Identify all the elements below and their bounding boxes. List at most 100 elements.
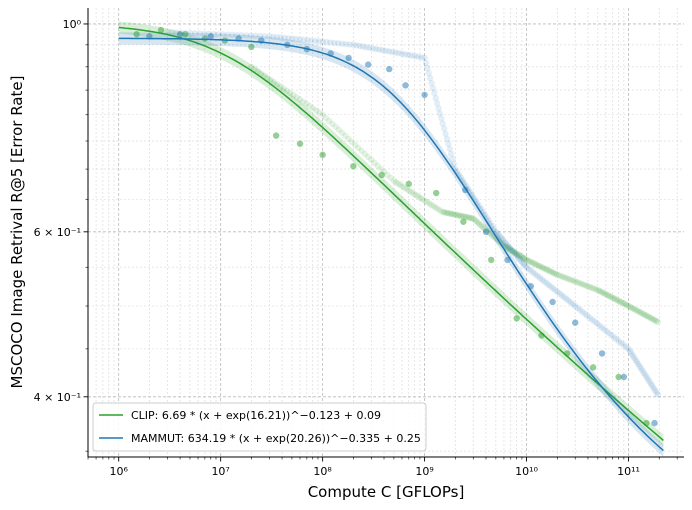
mammut-sample-cloud-point: [372, 45, 380, 53]
clip-sample-cloud-point: [417, 194, 424, 202]
mammut-sample-cloud-point: [509, 247, 516, 255]
clip-sample-cloud-point: [267, 76, 274, 84]
mammut-sample-cloud-point: [554, 288, 561, 296]
clip-sample-cloud-point: [461, 213, 469, 220]
x-axis-label: Compute C [GFLOPs]: [308, 483, 465, 501]
y-tick-label: 4 × 10⁻¹: [34, 391, 81, 404]
clip-sample-cloud-point: [548, 268, 555, 276]
clip-sample-cloud-point: [460, 213, 467, 220]
clip-sample-cloud-point: [457, 212, 464, 220]
clip-sample-cloud-point: [563, 274, 570, 282]
mammut-sample-cloud-point: [505, 243, 512, 250]
mammut-sample-cloud-point: [615, 337, 623, 345]
clip-sample-cloud-point: [338, 129, 346, 136]
clip-data-point: [615, 373, 622, 381]
mammut-sample-cloud-point: [385, 48, 393, 55]
clip-sample-cloud-point: [468, 214, 476, 222]
clip-sample-cloud-point: [254, 67, 262, 75]
clip-sample-cloud-point: [579, 281, 587, 288]
mammut-sample-cloud-point: [395, 49, 402, 57]
mammut-sample-cloud-point: [644, 376, 652, 383]
clip-sample-cloud-point: [540, 264, 547, 272]
clip-data-point: [378, 171, 385, 179]
clip-sample-cloud-point: [592, 286, 600, 293]
mammut-sample-cloud-point: [521, 262, 529, 269]
clip-sample-cloud-point: [248, 63, 255, 71]
mammut-sample-cloud-point: [433, 100, 441, 107]
legend-entry-mammut: MAMMUT: 634.19 * (x + exp(20.26))^−0.335…: [131, 432, 421, 445]
mammut-sample-cloud-point: [392, 49, 399, 56]
clip-sample-cloud-point: [390, 177, 398, 185]
mammut-sample-cloud-point: [547, 283, 555, 290]
clip-sample-cloud-point: [507, 246, 515, 254]
clip-sample-cloud-point: [342, 132, 349, 140]
mammut-sample-cloud-point: [647, 380, 655, 387]
mammut-sample-cloud-point: [650, 384, 657, 392]
mammut-sample-cloud-point: [273, 33, 281, 41]
clip-sample-cloud-point: [642, 311, 649, 319]
clip-sample-cloud-point: [552, 270, 560, 278]
mammut-sample-cloud-point: [601, 326, 608, 333]
mammut-sample-cloud-point: [598, 324, 606, 331]
mammut-sample-cloud-point: [588, 316, 596, 323]
clip-sample-cloud-point: [568, 277, 576, 284]
mammut-sample-cloud-point: [446, 145, 453, 153]
mammut-sample-cloud-point: [342, 40, 349, 48]
mammut-sample-cloud-point: [591, 318, 598, 325]
clip-sample-cloud-point: [594, 286, 602, 294]
clip-sample-cloud-point: [511, 248, 518, 256]
mammut-sample-cloud-point: [620, 341, 627, 349]
clip-sample-cloud-point: [570, 277, 578, 285]
clip-sample-cloud-point: [596, 287, 603, 294]
mammut-sample-cloud-point: [296, 36, 304, 43]
clip-data-point: [460, 218, 467, 225]
mammut-sample-cloud-point: [532, 271, 539, 278]
clip-sample-cloud-point: [419, 196, 426, 203]
mammut-sample-cloud-point: [398, 50, 406, 57]
clip-sample-cloud-point: [514, 250, 521, 258]
mammut-sample-cloud-point: [369, 45, 376, 52]
mammut-sample-cloud-point: [366, 44, 373, 51]
mammut-sample-cloud-point: [545, 281, 552, 289]
clip-sample-cloud-point: [293, 94, 300, 101]
clip-sample-cloud-point: [283, 87, 291, 94]
legend: CLIP: 6.69 * (x + exp(16.21))^−0.123 + 0…: [92, 402, 427, 452]
clip-sample-cloud-point: [458, 212, 466, 220]
mammut-sample-cloud-point: [633, 358, 641, 366]
x-axis-ticks: 10⁶ 10⁷ 10⁸ 10⁹ 10¹⁰ 10¹¹: [87, 457, 678, 478]
mammut-fit-line: [118, 37, 664, 452]
clip-sample-cloud-point: [449, 210, 456, 218]
clip-sample-cloud-point: [509, 248, 517, 255]
mammut-sample-cloud-point: [350, 41, 357, 49]
clip-sample-cloud-point: [456, 212, 463, 219]
clip-sample-cloud-point: [555, 272, 563, 279]
clip-sample-cloud-point: [644, 313, 652, 320]
x-tick-label: 10⁹: [415, 465, 433, 478]
clip-sample-cloud-point: [479, 223, 487, 231]
clip-sample-cloud-point: [506, 246, 514, 253]
mammut-data-point: [402, 82, 409, 89]
mammut-sample-cloud-point: [517, 257, 525, 264]
mammut-data-point: [651, 419, 658, 427]
y-tick-label: 6 × 10⁻¹: [34, 226, 81, 239]
clip-sample-cloud-point: [619, 299, 627, 307]
mammut-sample-cloud-point: [538, 276, 546, 283]
clip-sample-cloud-point: [531, 260, 539, 268]
mammut-sample-cloud-point: [450, 160, 458, 168]
clip-sample-cloud-point: [554, 271, 561, 278]
mammut-sample-cloud-point: [567, 299, 574, 306]
mammut-sample-cloud-point: [625, 345, 632, 353]
clip-sample-cloud-point: [465, 214, 473, 221]
clip-sample-cloud-point: [290, 91, 297, 99]
clip-sample-cloud-point: [557, 272, 565, 280]
clip-sample-cloud-point: [598, 289, 606, 296]
mammut-sample-cloud-point: [168, 29, 176, 36]
clip-sample-cloud-point: [492, 235, 499, 242]
clip-sample-cloud-point: [277, 83, 284, 90]
mammut-sample-cloud-point: [632, 356, 639, 363]
clip-sample-cloud-point: [519, 254, 526, 261]
mammut-sample-cloud-point: [281, 34, 288, 42]
clip-sample-cloud-point: [549, 269, 557, 276]
clip-sample-cloud-point: [335, 126, 343, 133]
clip-sample-cloud-point: [572, 278, 579, 285]
